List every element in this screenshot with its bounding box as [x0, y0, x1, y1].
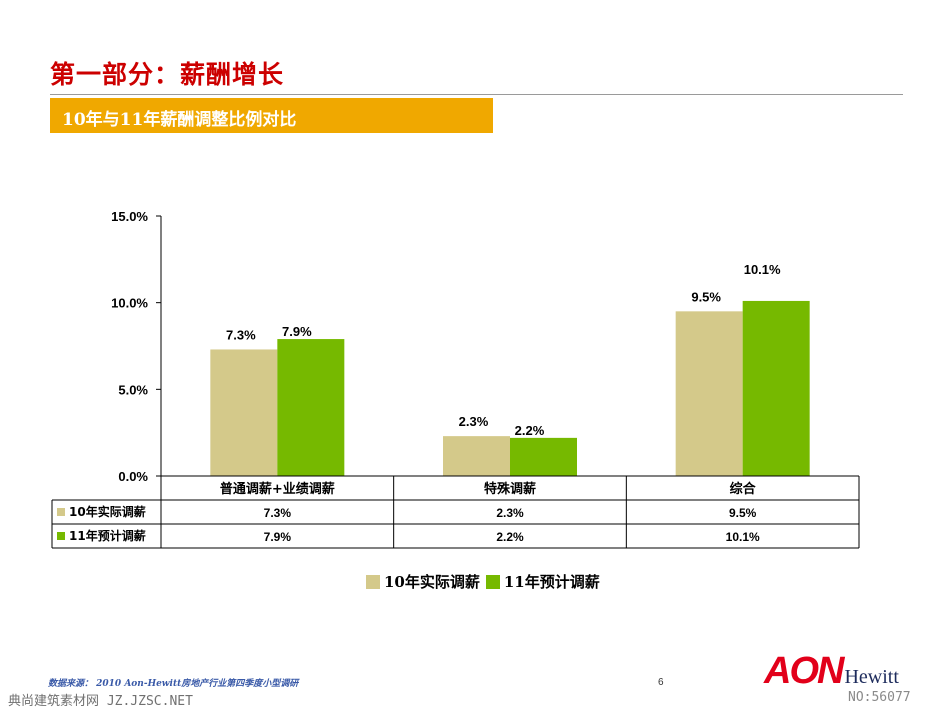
- legend-swatch-2011: [485, 574, 500, 589]
- page-title: 第一部分：薪酬增长: [50, 60, 285, 89]
- table-series-label: 11年预计调薪: [69, 528, 146, 543]
- legend-item-2010: 10年实际调薪: [366, 571, 480, 592]
- bar-2010: [210, 349, 278, 476]
- watermark-number: NO:56077: [848, 690, 911, 705]
- bar-2010: [675, 311, 743, 476]
- table-category-label: 普通调薪+业绩调薪: [220, 481, 335, 497]
- table-category-label: 综合: [730, 481, 757, 497]
- y-tick-label: 0.0%: [118, 469, 148, 484]
- data-label: 7.9%: [282, 324, 312, 339]
- bar-2011: [742, 300, 810, 476]
- logo-hewitt-text: Hewitt: [844, 666, 899, 688]
- title-divider: [50, 94, 903, 95]
- y-tick-label: 5.0%: [118, 382, 148, 397]
- watermark-text: 典尚建筑素材网 JZ.JZSC.NET: [8, 694, 193, 709]
- logo-aon-text: AON: [764, 650, 844, 692]
- table-value: 7.3%: [264, 506, 292, 520]
- table-swatch-2011: [57, 532, 65, 540]
- table-value: 9.5%: [729, 506, 757, 520]
- data-label: 9.5%: [691, 289, 721, 304]
- data-label: 7.3%: [226, 327, 256, 342]
- table-value: 2.3%: [496, 506, 524, 520]
- table-category-label: 特殊调薪: [484, 481, 536, 497]
- legend-swatch-2010: [366, 574, 380, 589]
- page-number: 6: [658, 677, 664, 688]
- table-value: 7.9%: [264, 530, 292, 544]
- bar-2011: [277, 339, 345, 476]
- table-value: 2.2%: [496, 530, 524, 544]
- bar-2010: [443, 436, 510, 476]
- legend-item-2011: 11年预计调薪: [485, 571, 600, 592]
- subtitle-banner: 10年与11年薪酬调整比例对比: [50, 98, 493, 133]
- data-label: 10.1%: [744, 262, 781, 277]
- table-swatch-2010: [57, 508, 65, 516]
- y-tick-label: 10.0%: [111, 296, 148, 311]
- data-label: 2.2%: [515, 423, 545, 438]
- data-label: 2.3%: [459, 414, 489, 429]
- table-value: 10.1%: [726, 530, 760, 544]
- data-source-note: 数据来源： 2010 Aon-Hewitt房地产行业第四季度小型调研: [48, 679, 299, 689]
- table-series-label: 10年实际调薪: [69, 504, 146, 519]
- subtitle-text: 10年与11年薪酬调整比例对比: [62, 110, 297, 130]
- chart-legend: 10年实际调薪 11年预计调薪: [366, 571, 606, 592]
- bar-2011: [510, 437, 577, 476]
- aon-hewitt-logo: AON Hewitt: [764, 650, 899, 693]
- legend-label-2010: 10年实际调薪: [384, 573, 480, 591]
- y-tick-label: 15.0%: [111, 209, 148, 224]
- legend-label-2011: 11年预计调薪: [503, 573, 600, 591]
